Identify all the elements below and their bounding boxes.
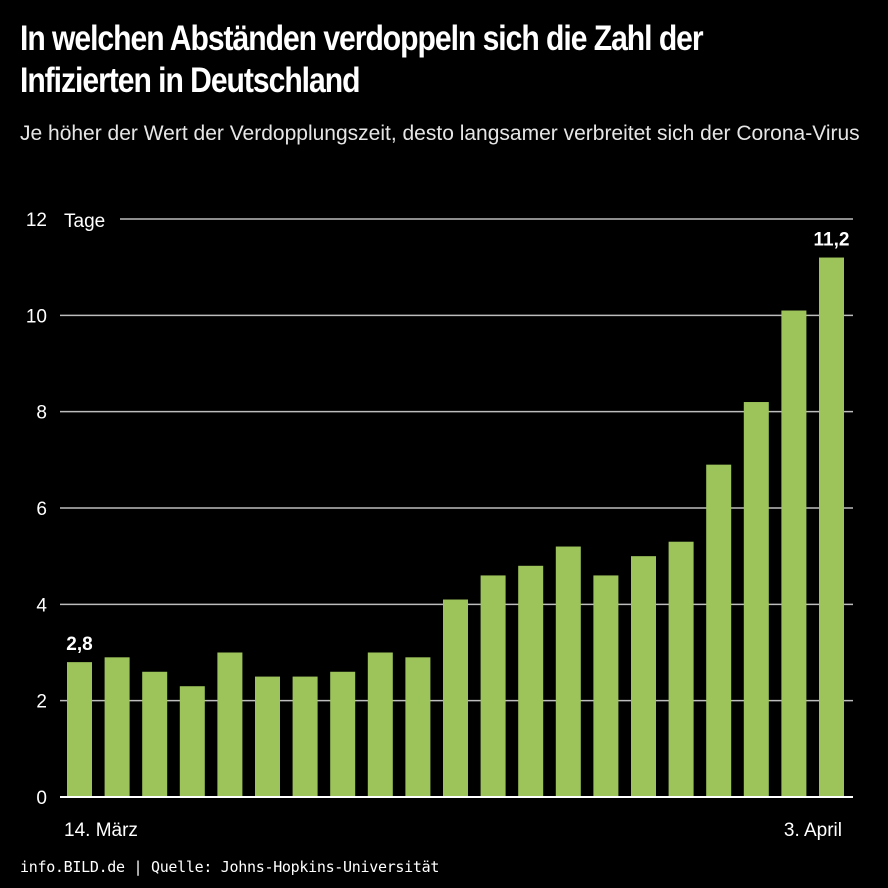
bar (781, 310, 807, 797)
x-tick-label-last: 3. April (784, 820, 842, 841)
bar (292, 676, 318, 797)
y-axis-unit-label: Tage (64, 211, 105, 232)
bar (555, 546, 581, 797)
bar (104, 657, 130, 797)
title-line-2: Infizierten in Deutschland (20, 61, 360, 100)
bar (631, 556, 656, 797)
bar (67, 662, 92, 797)
bar (179, 686, 205, 797)
bar (668, 541, 694, 797)
chart-subtitle: Je höher der Wert der Verdopplungszeit, … (20, 122, 860, 145)
bar (217, 652, 243, 797)
title-line-1: In welchen Abständen verdoppeln sich die… (20, 19, 704, 58)
data-label: 11,2 (814, 230, 850, 251)
bar (443, 599, 468, 797)
source-footer: info.BILD.de | Quelle: Johns-Hopkins-Uni… (20, 858, 440, 876)
y-tick-label: 6 (36, 499, 47, 520)
bar (142, 671, 168, 797)
bar (480, 575, 506, 797)
bar (706, 464, 732, 797)
bar (330, 671, 356, 797)
y-tick-label: 12 (26, 210, 47, 231)
bar (405, 657, 431, 797)
bar (593, 575, 619, 797)
data-label: 2,8 (66, 634, 92, 655)
chart-title: In welchen Abständen verdoppeln sich die… (20, 18, 704, 102)
bar (367, 652, 393, 797)
bar (743, 402, 769, 797)
bar (255, 676, 280, 797)
y-tick-label: 10 (26, 306, 47, 327)
y-tick-label: 2 (36, 692, 47, 713)
bar (518, 565, 544, 797)
y-tick-label: 0 (36, 788, 47, 809)
y-tick-label: 4 (36, 595, 47, 616)
y-tick-label: 8 (36, 403, 47, 424)
x-tick-label-first: 14. März (64, 820, 138, 841)
bar (819, 257, 844, 797)
